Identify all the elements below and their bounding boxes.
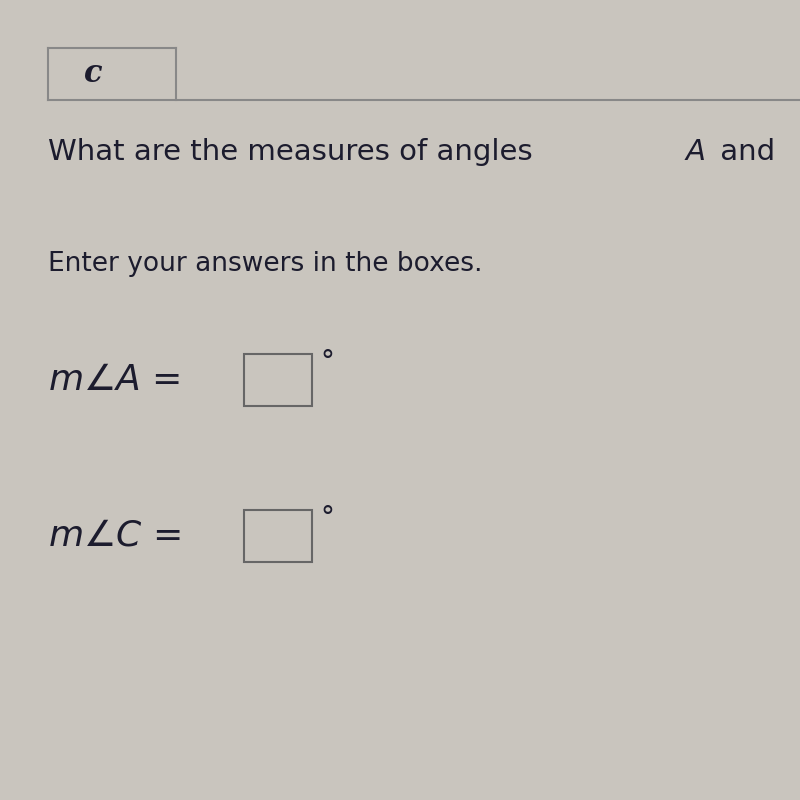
- Bar: [244, 354, 312, 406]
- Text: Enter your answers in the boxes.: Enter your answers in the boxes.: [48, 251, 482, 277]
- Text: and: and: [711, 138, 784, 166]
- Text: What are the measures of angles: What are the measures of angles: [48, 138, 542, 166]
- Text: $m\angle C$ =: $m\angle C$ =: [48, 519, 181, 553]
- Text: A: A: [686, 138, 705, 166]
- Text: °: °: [320, 347, 334, 375]
- Text: c: c: [83, 58, 102, 90]
- Text: $m\angle A$ =: $m\angle A$ =: [48, 363, 180, 397]
- Bar: [244, 510, 312, 562]
- Text: °: °: [320, 504, 334, 532]
